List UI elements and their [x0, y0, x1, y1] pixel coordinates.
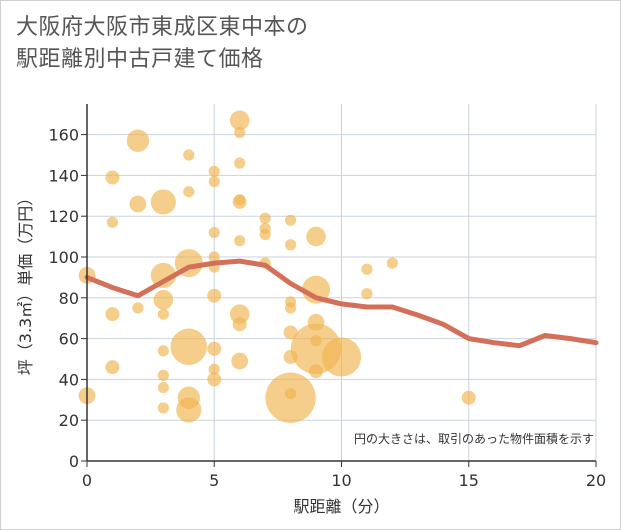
x-tick-label: 0 [82, 471, 92, 490]
data-bubble [157, 369, 169, 381]
y-tick-label: 0 [69, 452, 79, 471]
bubble-layer [78, 110, 476, 423]
data-bubble [207, 288, 222, 303]
data-bubble [150, 189, 176, 215]
data-bubble [183, 149, 195, 161]
data-bubble [157, 345, 169, 357]
data-bubble [170, 328, 207, 365]
chart-title: 大阪府大阪市東成区東中本の 駅距離別中古戸建て価格 [16, 15, 309, 72]
data-bubble [285, 302, 297, 314]
data-bubble [208, 175, 220, 188]
data-bubble [208, 251, 220, 263]
data-bubble [285, 214, 297, 226]
data-bubble [232, 194, 247, 209]
data-bubble [207, 372, 222, 387]
data-bubble [157, 308, 169, 320]
data-bubble [150, 262, 176, 288]
data-bubble [234, 157, 246, 169]
data-bubble [361, 288, 373, 300]
x-tick-label: 10 [331, 471, 351, 490]
y-tick-label: 80 [59, 289, 79, 308]
data-bubble [285, 239, 297, 251]
data-bubble [157, 381, 169, 394]
data-bubble [157, 402, 169, 414]
data-bubble [232, 317, 247, 332]
y-tick-label: 160 [48, 126, 79, 145]
data-bubble [207, 341, 222, 356]
x-tick-label: 20 [586, 471, 606, 490]
data-bubble [234, 235, 246, 247]
data-bubble [208, 363, 220, 375]
data-bubble [309, 364, 324, 379]
data-bubble [259, 212, 271, 224]
data-bubble [208, 226, 220, 239]
data-bubble [129, 195, 147, 213]
y-tick-label: 120 [48, 207, 79, 226]
y-tick-label: 100 [48, 248, 79, 267]
data-bubble [105, 307, 120, 322]
x-tick-label: 5 [209, 471, 219, 490]
x-axis-label: 駅距離（分） [293, 497, 389, 516]
data-bubble [386, 257, 398, 269]
data-bubble [321, 337, 362, 377]
bubble-size-note: 円の大きさは、取引のあった物件面積を示す [354, 431, 594, 446]
data-bubble [259, 228, 271, 241]
data-bubble [132, 302, 144, 314]
data-bubble [283, 325, 298, 340]
data-bubble [208, 165, 220, 177]
data-bubble [106, 216, 119, 228]
data-bubble [361, 263, 373, 275]
trend-line [84, 258, 599, 349]
y-tick-label: 140 [48, 166, 79, 185]
tick-labels: 0 20 40 60 80 100 120 140 160 0 5 10 15 20 [48, 126, 606, 490]
y-tick-label: 40 [59, 370, 79, 389]
data-bubble [176, 397, 202, 423]
data-bubble [126, 129, 150, 152]
data-bubble [153, 290, 174, 310]
data-bubble [229, 110, 250, 131]
y-axis-label: 坪（3.3㎡）単価（万円） [16, 190, 35, 375]
y-tick-label: 20 [59, 411, 79, 430]
data-bubble [105, 360, 120, 375]
data-bubble [229, 304, 250, 324]
data-bubble [234, 126, 246, 139]
data-bubble [285, 388, 297, 400]
data-bubble [183, 186, 195, 198]
data-bubble [231, 352, 249, 370]
x-tick-label: 15 [459, 471, 479, 490]
data-bubble [105, 170, 120, 185]
data-bubble [461, 390, 476, 405]
y-tick-label: 60 [59, 330, 79, 349]
data-bubble [306, 226, 326, 247]
